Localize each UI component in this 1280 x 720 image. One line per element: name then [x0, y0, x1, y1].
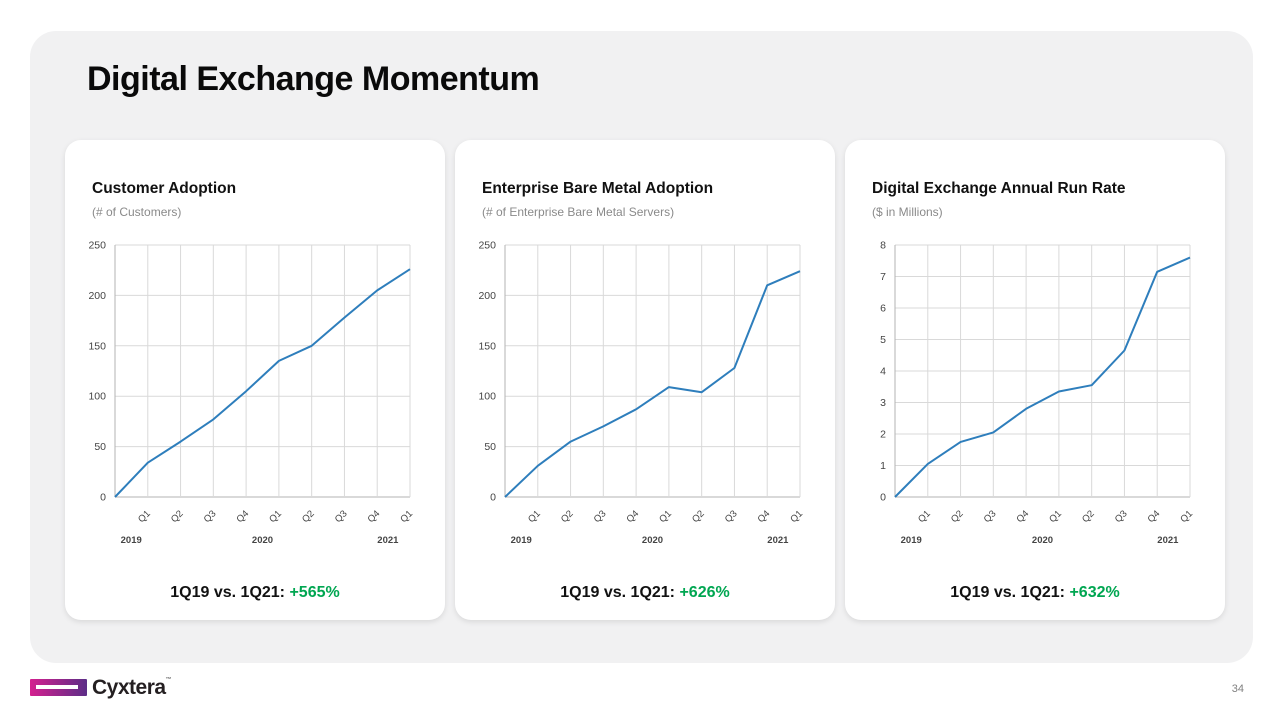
- svg-text:6: 6: [880, 303, 886, 315]
- line-chart-customer-adoption: 0 50 100 150 200 250 Q1 Q2 Q3 Q4 Q1 Q2 Q3 Q4 Q1 2019 202…: [65, 237, 445, 567]
- svg-text:0: 0: [490, 492, 496, 504]
- svg-text:50: 50: [94, 441, 106, 453]
- chart-svg: 0 50 100 150 200 250 Q1 Q2 Q3 Q4 Q1 Q2 Q3 Q4 Q1 2019 202…: [88, 240, 415, 547]
- svg-text:200: 200: [478, 290, 496, 302]
- cyxtera-logo-wordmark: Cyxtera™: [92, 676, 172, 699]
- svg-text:150: 150: [88, 340, 106, 352]
- svg-text:7: 7: [880, 271, 886, 283]
- svg-text:Q3: Q3: [723, 508, 740, 525]
- growth-stat-label: 1Q19 vs. 1Q21:: [170, 584, 290, 601]
- svg-text:2: 2: [880, 429, 886, 441]
- growth-stat-value: +565%: [289, 584, 340, 601]
- card-header: Digital Exchange Annual Run Rate ($ in M…: [845, 140, 1225, 219]
- chart-subtitle: (# of Customers): [92, 205, 182, 219]
- chart-card-annual-run-rate: Digital Exchange Annual Run Rate ($ in M…: [845, 140, 1225, 620]
- chart-svg: 0 1 2 3 4 5 6 7 8 Q1 Q2 Q3 Q4 Q1 Q2 Q3 Q4 Q1 2019 2020 2021: [880, 240, 1195, 547]
- chart-subtitle: ($ in Millions): [872, 205, 943, 219]
- svg-text:Q2: Q2: [690, 508, 707, 525]
- svg-text:50: 50: [484, 441, 496, 453]
- trademark-symbol: ™: [165, 677, 172, 683]
- svg-text:2021: 2021: [1157, 535, 1179, 546]
- chart-card-customer-adoption: Customer Adoption (# of Customers) 0 50 10…: [65, 140, 445, 620]
- svg-text:4: 4: [880, 366, 886, 378]
- svg-text:1: 1: [880, 460, 886, 472]
- svg-text:Q4: Q4: [1146, 508, 1163, 525]
- svg-text:Q1: Q1: [136, 508, 153, 525]
- svg-text:2019: 2019: [901, 535, 922, 546]
- svg-text:2019: 2019: [121, 535, 142, 546]
- svg-text:Q1: Q1: [398, 508, 415, 525]
- growth-stat: 1Q19 vs. 1Q21: +565%: [65, 584, 445, 602]
- chart-subtitle: (# of Enterprise Bare Metal Servers): [482, 205, 675, 219]
- chart-svg: 0 50 100 150 200 250 Q1 Q2 Q3 Q4 Q1 Q2 Q3 Q4 Q1 2019 202…: [478, 240, 805, 547]
- line-chart-bare-metal-adoption: 0 50 100 150 200 250 Q1 Q2 Q3 Q4 Q1 Q2 Q3 Q4 Q1 2019 202…: [455, 237, 835, 567]
- cyxtera-logo: Cyxtera™: [30, 676, 172, 699]
- svg-text:Q3: Q3: [202, 508, 219, 525]
- svg-text:0: 0: [880, 492, 886, 504]
- svg-text:250: 250: [88, 240, 106, 252]
- growth-stat-value: +626%: [679, 584, 730, 601]
- svg-text:Q1: Q1: [267, 508, 284, 525]
- page-title: Digital Exchange Momentum: [87, 60, 540, 98]
- svg-text:Q1: Q1: [526, 508, 543, 525]
- card-header: Enterprise Bare Metal Adoption (# of Ent…: [455, 140, 835, 219]
- svg-text:2020: 2020: [252, 535, 273, 546]
- growth-stat-value: +632%: [1069, 584, 1120, 601]
- svg-text:2020: 2020: [1032, 535, 1053, 546]
- svg-text:Q3: Q3: [982, 508, 999, 525]
- svg-text:Q1: Q1: [657, 508, 674, 525]
- growth-stat-label: 1Q19 vs. 1Q21:: [560, 584, 680, 601]
- svg-text:Q3: Q3: [1113, 508, 1130, 525]
- svg-text:Q1: Q1: [1178, 508, 1195, 525]
- svg-text:3: 3: [880, 397, 886, 409]
- svg-text:Q1: Q1: [1047, 508, 1064, 525]
- cyxtera-logo-icon: [30, 679, 87, 696]
- growth-stat-label: 1Q19 vs. 1Q21:: [950, 584, 1070, 601]
- growth-stat: 1Q19 vs. 1Q21: +626%: [455, 584, 835, 602]
- svg-text:2019: 2019: [511, 535, 532, 546]
- logo-stripe: [36, 685, 78, 689]
- svg-text:Q1: Q1: [916, 508, 933, 525]
- line-chart-annual-run-rate: 0 1 2 3 4 5 6 7 8 Q1 Q2 Q3 Q4 Q1 Q2 Q3 Q4 Q1 2019 2020 2021: [845, 237, 1225, 567]
- svg-text:Q4: Q4: [1014, 508, 1031, 525]
- svg-text:Q2: Q2: [169, 508, 186, 525]
- svg-text:150: 150: [478, 340, 496, 352]
- svg-text:100: 100: [88, 391, 106, 403]
- svg-text:Q2: Q2: [1080, 508, 1097, 525]
- svg-text:Q4: Q4: [756, 508, 773, 525]
- chart-title: Customer Adoption: [92, 180, 237, 197]
- svg-text:5: 5: [880, 334, 886, 346]
- svg-text:0: 0: [100, 492, 106, 504]
- svg-text:Q2: Q2: [949, 508, 966, 525]
- chart-card-bare-metal-adoption: Enterprise Bare Metal Adoption (# of Ent…: [455, 140, 835, 620]
- svg-text:2020: 2020: [642, 535, 663, 546]
- svg-text:100: 100: [478, 391, 496, 403]
- svg-text:Q4: Q4: [624, 508, 641, 525]
- svg-text:Q4: Q4: [234, 508, 251, 525]
- card-header: Customer Adoption (# of Customers): [65, 140, 445, 219]
- svg-text:Q2: Q2: [559, 508, 576, 525]
- svg-text:Q4: Q4: [366, 508, 383, 525]
- growth-stat: 1Q19 vs. 1Q21: +632%: [845, 584, 1225, 602]
- svg-text:2021: 2021: [767, 535, 789, 546]
- svg-text:200: 200: [88, 290, 106, 302]
- chart-title: Digital Exchange Annual Run Rate: [872, 180, 1126, 197]
- svg-text:2021: 2021: [377, 535, 399, 546]
- chart-cards-row: Customer Adoption (# of Customers) 0 50 10…: [65, 140, 1225, 620]
- svg-text:Q3: Q3: [592, 508, 609, 525]
- chart-title: Enterprise Bare Metal Adoption: [482, 180, 714, 197]
- svg-text:250: 250: [478, 240, 496, 252]
- svg-text:8: 8: [880, 240, 886, 252]
- svg-text:Q3: Q3: [333, 508, 350, 525]
- page-number: 34: [1231, 683, 1244, 695]
- svg-text:Q1: Q1: [788, 508, 805, 525]
- svg-text:Q2: Q2: [300, 508, 317, 525]
